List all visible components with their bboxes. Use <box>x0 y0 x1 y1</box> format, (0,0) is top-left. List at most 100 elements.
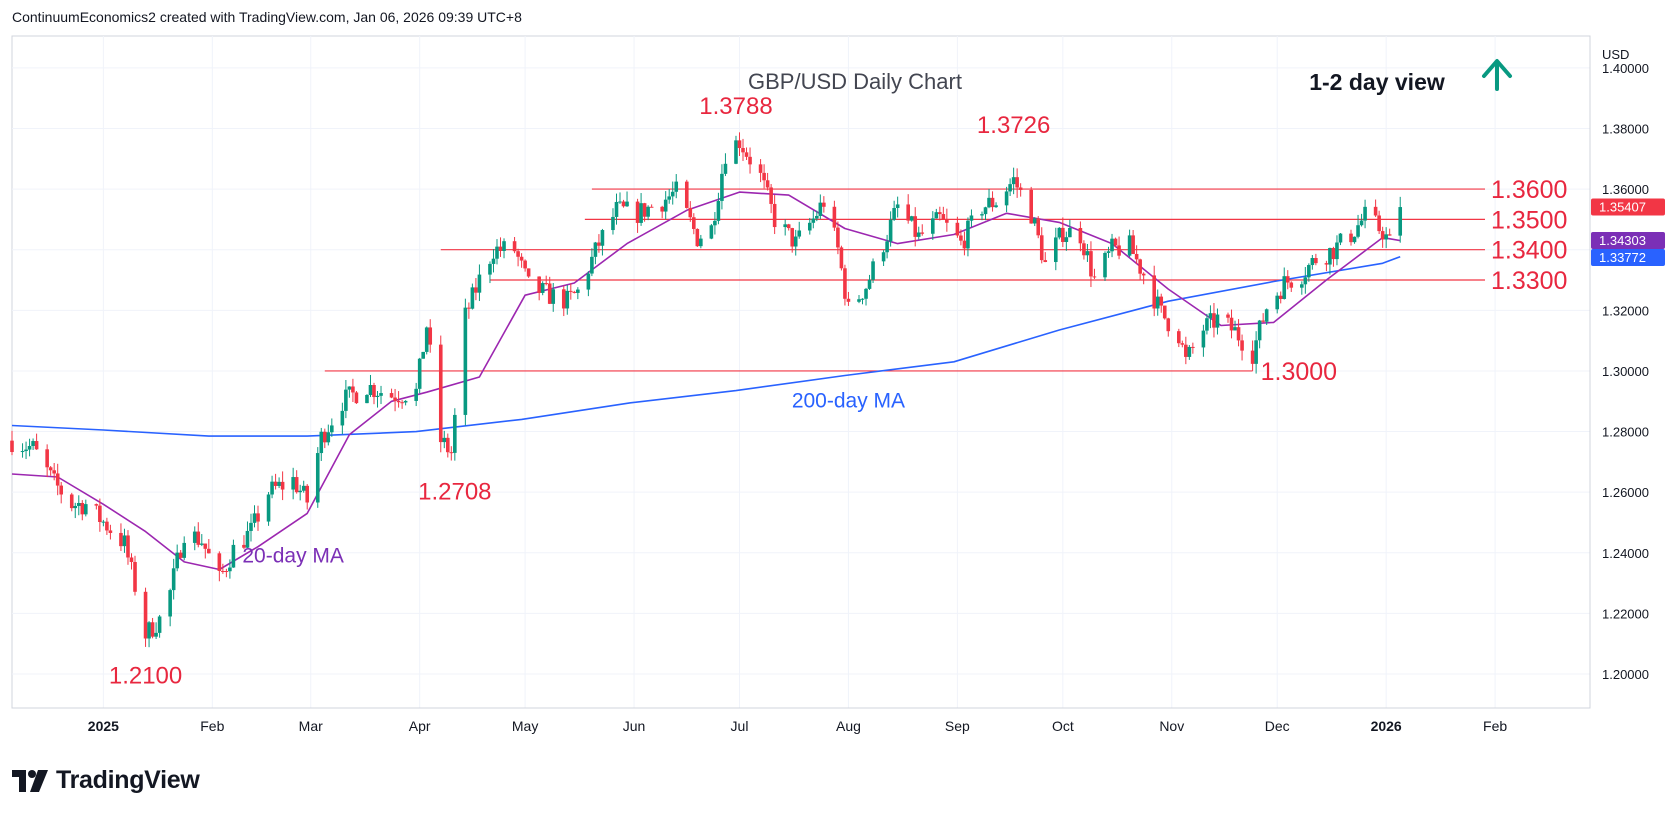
candle <box>315 447 320 508</box>
candle <box>1057 227 1062 240</box>
y-tick-label: 1.24000 <box>1602 546 1649 561</box>
candle <box>94 503 99 510</box>
candle <box>720 164 724 210</box>
candle <box>864 287 868 306</box>
candle <box>1015 168 1019 198</box>
candle <box>1138 258 1142 281</box>
candle <box>1110 233 1114 258</box>
candle <box>688 201 693 222</box>
candle <box>1127 229 1132 258</box>
candle <box>906 194 910 224</box>
candle <box>217 551 222 582</box>
x-tick-label: Sep <box>945 718 970 734</box>
ma200-path <box>11 255 1401 437</box>
candle <box>836 221 840 255</box>
candle <box>1032 217 1037 227</box>
candle <box>228 559 232 579</box>
candle <box>871 258 875 283</box>
candle <box>818 194 823 220</box>
candle <box>1162 305 1167 320</box>
candle <box>642 202 647 222</box>
candle <box>990 191 995 212</box>
x-tick-label: 2026 <box>1371 718 1402 734</box>
candle <box>122 528 127 553</box>
candle <box>938 206 942 221</box>
chart-frame <box>11 35 1591 709</box>
candle <box>105 517 109 535</box>
candle <box>857 295 861 304</box>
candle <box>909 215 914 222</box>
candle <box>1229 309 1234 339</box>
candle <box>1384 227 1388 249</box>
axes: 1.400001.380001.360001.340001.320001.300… <box>12 36 1665 734</box>
candle <box>614 193 619 225</box>
candle <box>147 621 151 648</box>
candle <box>597 234 601 253</box>
candle <box>1092 268 1097 280</box>
candle <box>1303 267 1308 294</box>
y-tick-label: 1.32000 <box>1602 303 1649 318</box>
candle <box>881 250 886 266</box>
candle <box>347 386 352 398</box>
x-tick-label: May <box>512 718 538 734</box>
candle <box>547 276 552 305</box>
candle <box>1307 263 1311 282</box>
candle <box>1328 247 1332 275</box>
candle <box>1043 252 1048 263</box>
candle <box>477 264 482 302</box>
candle <box>277 477 281 489</box>
x-tick-label: Oct <box>1052 718 1074 734</box>
candle <box>442 430 447 449</box>
candle <box>199 534 204 547</box>
price-badge-text: 1.33772 <box>1599 250 1646 265</box>
candle <box>1039 227 1044 264</box>
candle <box>772 194 777 235</box>
candle <box>438 335 443 453</box>
candle <box>196 522 201 548</box>
candle <box>474 278 478 301</box>
candle <box>1310 255 1315 270</box>
candle <box>20 443 25 458</box>
candle <box>1089 241 1093 288</box>
candle <box>1103 251 1107 281</box>
candle <box>55 463 60 496</box>
candles <box>10 132 1403 648</box>
candle <box>569 283 573 300</box>
candle <box>192 526 197 551</box>
candle <box>34 433 39 450</box>
candle <box>1300 281 1304 295</box>
x-tick-label: Aug <box>836 718 861 734</box>
candle <box>203 543 208 559</box>
ma20-line <box>11 191 1401 571</box>
candle <box>565 285 570 315</box>
candle <box>945 208 949 232</box>
candle <box>670 181 675 205</box>
candle <box>846 291 851 306</box>
tradingview-brand[interactable]: TradingView <box>12 766 200 795</box>
candle <box>1078 221 1083 252</box>
candle <box>1029 186 1033 224</box>
candle <box>916 226 921 240</box>
candle <box>421 351 425 359</box>
candle <box>600 228 605 256</box>
candle <box>646 205 650 221</box>
x-tick-label: 2025 <box>88 718 119 734</box>
candle <box>1215 308 1220 335</box>
candle <box>941 206 946 220</box>
ma200-label: 200-day MA <box>792 390 905 413</box>
tradingview-logo-icon <box>12 769 48 792</box>
candle <box>1113 237 1118 248</box>
price-badge: 1.35407 <box>1591 198 1665 216</box>
swing-label: 1.3726 <box>977 112 1050 139</box>
candle <box>502 238 506 259</box>
candle <box>242 535 246 550</box>
candle <box>375 390 380 408</box>
y-tick-label: 1.36000 <box>1602 182 1649 197</box>
candle <box>793 229 798 256</box>
swing-label: 1.2708 <box>418 478 491 505</box>
candle <box>537 276 541 301</box>
candle <box>1363 199 1367 229</box>
candle <box>372 382 376 405</box>
candle <box>133 555 137 596</box>
